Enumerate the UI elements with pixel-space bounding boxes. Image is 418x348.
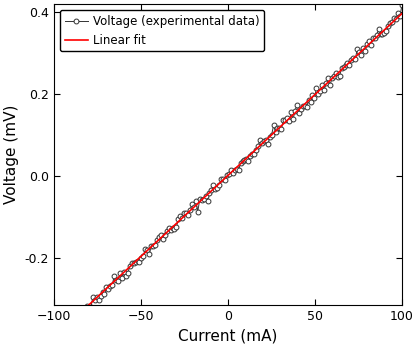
Voltage (experimental data) xyxy=(94,295,99,300)
Line: Voltage (experimental data): Voltage (experimental data) xyxy=(51,3,404,339)
Voltage (experimental data) xyxy=(399,3,404,7)
Voltage (experimental data) xyxy=(362,49,367,53)
Y-axis label: Voltage (mV): Voltage (mV) xyxy=(4,105,19,205)
Voltage (experimental data) xyxy=(54,334,59,338)
Legend: Voltage (experimental data), Linear fit: Voltage (experimental data), Linear fit xyxy=(60,10,264,52)
Voltage (experimental data) xyxy=(186,213,191,217)
Voltage (experimental data) xyxy=(51,334,56,338)
Voltage (experimental data) xyxy=(390,20,395,24)
Voltage (experimental data) xyxy=(125,271,130,275)
X-axis label: Current (mA): Current (mA) xyxy=(178,329,278,344)
Voltage (experimental data) xyxy=(59,329,64,333)
